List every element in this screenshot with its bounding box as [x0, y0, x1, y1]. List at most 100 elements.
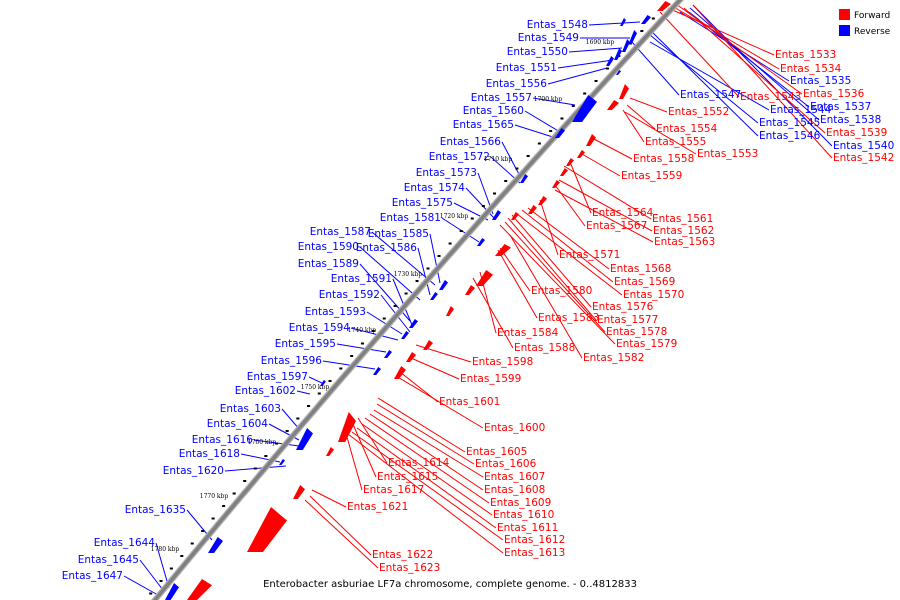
reverse-gene-label[interactable]: Entas_1550 — [507, 46, 568, 58]
forward-gene-label[interactable]: Entas_1534 — [780, 63, 842, 75]
reverse-gene-label[interactable]: Entas_1581 — [380, 212, 441, 224]
reverse-gene-label[interactable]: Entas_1565 — [453, 119, 514, 131]
forward-gene-label[interactable]: Entas_1617 — [363, 484, 424, 496]
strand-marker — [264, 455, 268, 457]
forward-gene-label[interactable]: Entas_1608 — [484, 484, 545, 496]
forward-gene-label[interactable]: Entas_1571 — [559, 249, 620, 261]
forward-gene-label[interactable]: Entas_1555 — [645, 136, 706, 148]
forward-gene-label[interactable]: Entas_1570 — [623, 289, 684, 301]
reverse-gene-label[interactable]: Entas_1549 — [518, 32, 579, 44]
reverse-gene-label[interactable]: Entas_1635 — [125, 504, 186, 516]
forward-gene-label[interactable]: Entas_1606 — [475, 458, 537, 470]
forward-gene-label[interactable]: Entas_1584 — [497, 327, 559, 339]
reverse-gene-label[interactable]: Entas_1592 — [319, 289, 380, 301]
forward-gene-label[interactable]: Entas_1559 — [621, 170, 682, 182]
forward-gene-label[interactable]: Entas_1558 — [633, 153, 694, 165]
reverse-gene-label[interactable]: Entas_1602 — [235, 385, 296, 397]
forward-gene-label[interactable]: Entas_1623 — [379, 562, 440, 574]
forward-gene-label[interactable]: Entas_1582 — [583, 352, 644, 364]
forward-gene-label[interactable]: Entas_1577 — [597, 314, 658, 326]
reverse-gene-label[interactable]: Entas_1644 — [94, 537, 156, 549]
forward-gene-label[interactable]: Entas_1609 — [490, 497, 551, 509]
reverse-gene-label[interactable]: Entas_1591 — [331, 273, 392, 285]
reverse-gene-label[interactable]: Entas_1618 — [179, 448, 240, 460]
forward-gene-label[interactable]: Entas_1542 — [833, 152, 894, 164]
reverse-gene-label[interactable]: Entas_1537 — [810, 101, 871, 113]
forward-gene-label[interactable]: Entas_1553 — [697, 148, 758, 160]
forward-gene-label[interactable]: Entas_1583 — [538, 312, 599, 324]
reverse-gene-label[interactable]: Entas_1575 — [392, 197, 453, 209]
forward-gene-label[interactable]: Entas_1564 — [592, 207, 654, 219]
reverse-gene-label[interactable]: Entas_1557 — [471, 92, 532, 104]
reverse-gene-label[interactable]: Entas_1548 — [527, 19, 588, 31]
reverse-gene-label[interactable]: Entas_1566 — [440, 136, 502, 148]
reverse-gene-label[interactable]: Entas_1587 — [310, 226, 371, 238]
reverse-gene-label[interactable]: Entas_1573 — [416, 167, 477, 179]
reverse-gene-label[interactable]: Entas_1535 — [790, 75, 851, 87]
reverse-gene-label[interactable]: Entas_1590 — [298, 241, 359, 253]
forward-gene-label[interactable]: Entas_1567 — [586, 220, 647, 232]
reverse-gene-label[interactable]: Entas_1538 — [820, 114, 881, 126]
forward-gene-label[interactable]: Entas_1611 — [497, 522, 558, 534]
reverse-gene — [614, 48, 622, 60]
forward-gene-label[interactable]: Entas_1614 — [388, 457, 450, 469]
forward-gene-label[interactable]: Entas_1561 — [652, 213, 713, 225]
forward-gene-label[interactable]: Entas_1598 — [472, 356, 533, 368]
reverse-gene-label[interactable]: Entas_1603 — [220, 403, 281, 415]
forward-gene — [394, 366, 406, 379]
forward-gene-label[interactable]: Entas_1615 — [377, 471, 438, 483]
reverse-gene-label[interactable]: Entas_1596 — [261, 355, 323, 367]
reverse-gene-label[interactable]: Entas_1616 — [192, 434, 254, 446]
forward-gene-label[interactable]: Entas_1600 — [484, 422, 545, 434]
reverse-gene-label[interactable]: Entas_1560 — [463, 105, 524, 117]
reverse-gene-label[interactable]: Entas_1593 — [305, 306, 366, 318]
strand-marker — [350, 355, 354, 357]
forward-gene-label[interactable]: Entas_1536 — [803, 88, 865, 100]
reverse-gene-label[interactable]: Entas_1572 — [429, 151, 490, 163]
forward-gene-label[interactable]: Entas_1621 — [347, 501, 408, 513]
forward-gene-label[interactable]: Entas_1563 — [654, 236, 715, 248]
reverse-gene — [208, 537, 223, 553]
reverse-gene-label[interactable]: Entas_1594 — [289, 322, 351, 334]
reverse-gene — [477, 238, 485, 246]
forward-gene-label[interactable]: Entas_1612 — [504, 534, 565, 546]
reverse-gene-label[interactable]: Entas_1544 — [770, 104, 832, 116]
reverse-gene-label[interactable]: Entas_1574 — [404, 182, 466, 194]
forward-gene-label[interactable]: Entas_1607 — [484, 471, 545, 483]
reverse-gene-label[interactable]: Entas_1645 — [78, 554, 139, 566]
reverse-gene-label[interactable]: Entas_1545 — [759, 117, 820, 129]
forward-gene-label[interactable]: Entas_1539 — [826, 127, 887, 139]
forward-gene-label[interactable]: Entas_1588 — [514, 342, 575, 354]
reverse-gene-label[interactable]: Entas_1547 — [680, 89, 741, 101]
forward-gene-label[interactable]: Entas_1543 — [740, 91, 801, 103]
forward-gene-label[interactable]: Entas_1599 — [460, 373, 521, 385]
forward-gene-label[interactable]: Entas_1562 — [653, 225, 714, 237]
reverse-gene-label[interactable]: Entas_1589 — [298, 258, 359, 270]
forward-gene-label[interactable]: Entas_1554 — [656, 123, 718, 135]
reverse-gene-label[interactable]: Entas_1585 — [368, 228, 429, 240]
reverse-gene-label[interactable]: Entas_1586 — [356, 242, 418, 254]
forward-gene-label[interactable]: Entas_1610 — [493, 509, 554, 521]
reverse-gene-label[interactable]: Entas_1546 — [759, 130, 821, 142]
forward-gene-label[interactable]: Entas_1533 — [775, 49, 836, 61]
forward-gene-label[interactable]: Entas_1552 — [668, 106, 729, 118]
reverse-gene-label[interactable]: Entas_1551 — [496, 62, 557, 74]
reverse-gene-label[interactable]: Entas_1597 — [247, 371, 308, 383]
reverse-gene-label[interactable]: Entas_1540 — [833, 140, 894, 152]
forward-gene-label[interactable]: Entas_1576 — [592, 301, 654, 313]
reverse-gene-label[interactable]: Entas_1556 — [486, 78, 548, 90]
forward-gene-label[interactable]: Entas_1605 — [466, 446, 527, 458]
forward-gene-label[interactable]: Entas_1578 — [606, 326, 667, 338]
reverse-gene-label[interactable]: Entas_1620 — [163, 465, 224, 477]
forward-gene-label[interactable]: Entas_1569 — [614, 276, 675, 288]
forward-gene — [247, 507, 287, 552]
forward-gene-label[interactable]: Entas_1568 — [610, 263, 671, 275]
forward-gene-label[interactable]: Entas_1601 — [439, 396, 500, 408]
forward-gene-label[interactable]: Entas_1580 — [531, 285, 592, 297]
forward-gene-label[interactable]: Entas_1622 — [372, 549, 433, 561]
forward-gene-label[interactable]: Entas_1579 — [616, 338, 677, 350]
reverse-gene-label[interactable]: Entas_1595 — [275, 338, 336, 350]
reverse-gene-label[interactable]: Entas_1604 — [207, 418, 269, 430]
forward-gene-label[interactable]: Entas_1613 — [504, 547, 565, 559]
reverse-gene-label[interactable]: Entas_1647 — [62, 570, 123, 582]
